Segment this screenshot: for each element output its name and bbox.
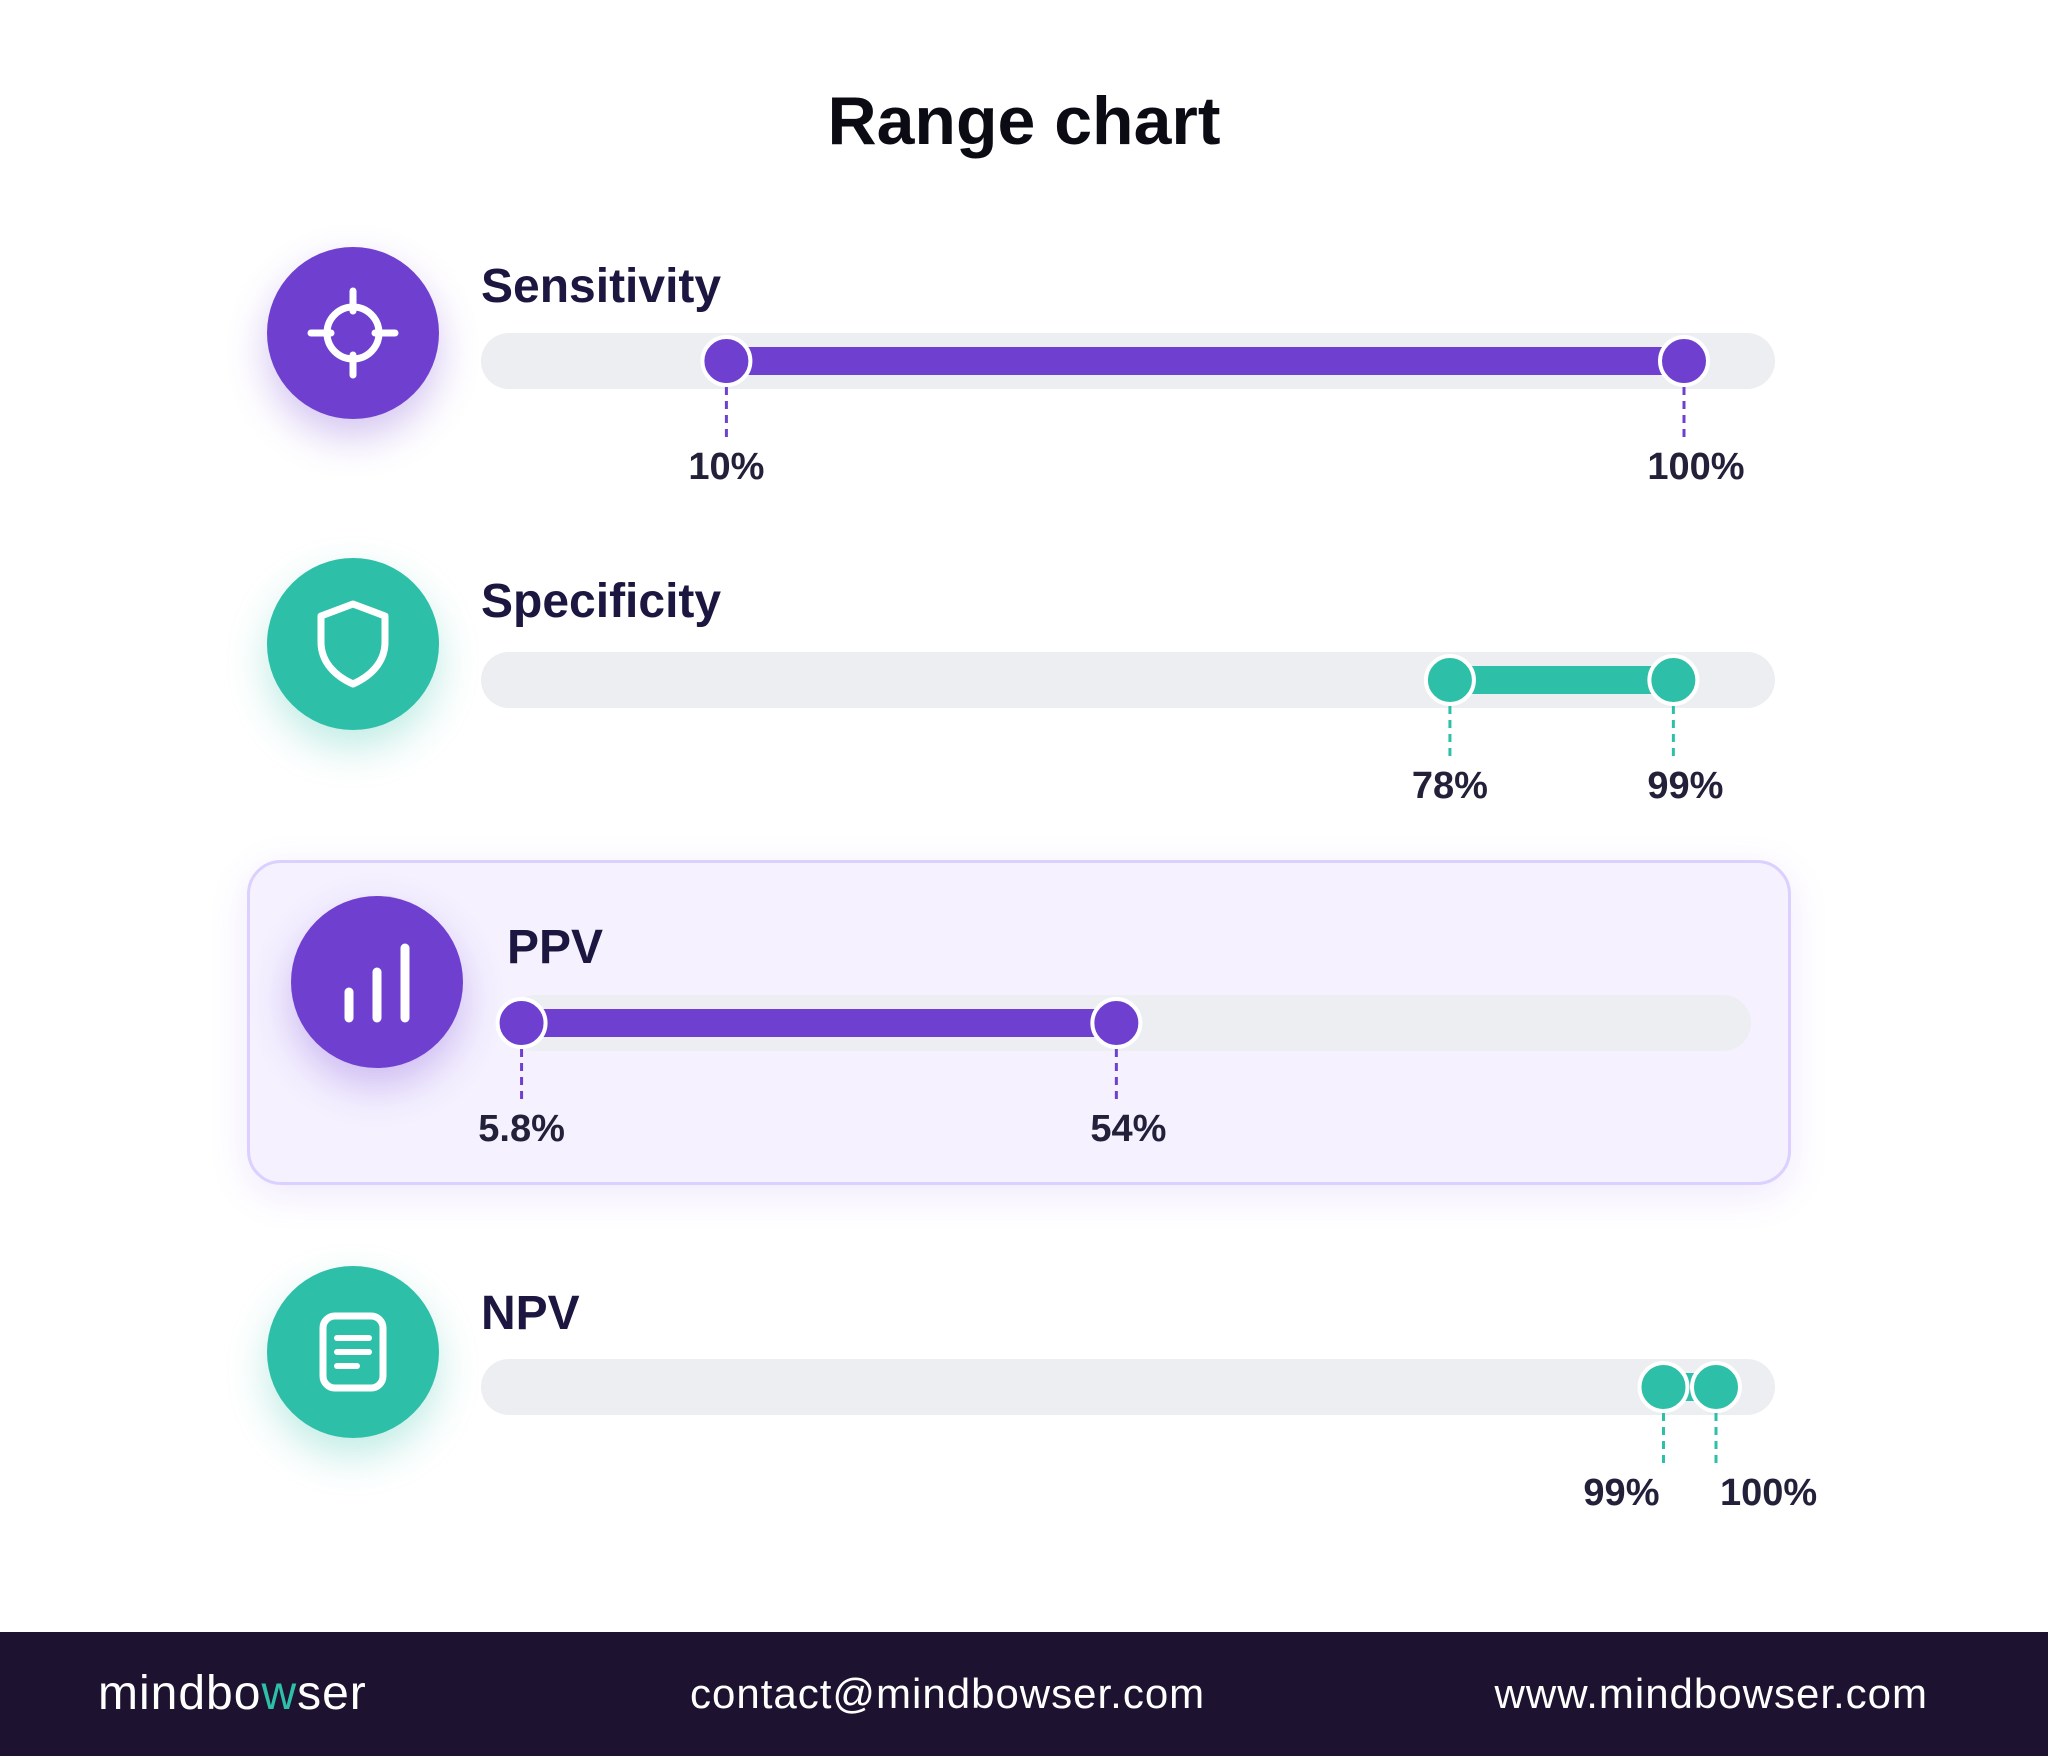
footer: mindbowser contact@mindbowser.com www.mi… (0, 1632, 2048, 1756)
document-icon (319, 1312, 387, 1392)
sensitivity-high-handle (1658, 335, 1710, 387)
ppv-high-label: 54% (1090, 1108, 1166, 1150)
sensitivity-range-plot: 10% 100% (481, 333, 1775, 488)
crosshair-icon (307, 287, 399, 379)
specificity-label: Specificity (481, 575, 722, 628)
footer-email[interactable]: contact@mindbowser.com (690, 1670, 1206, 1717)
npv-high-handle (1690, 1361, 1742, 1413)
ppv-high-handle (1090, 997, 1143, 1049)
specificity-high-handle (1647, 654, 1700, 706)
page-title: Range chart (827, 83, 1221, 159)
range-row-specificity: Specificity 78% 99% (0, 558, 2048, 858)
npv-high-label: 100% (1720, 1472, 1817, 1514)
specificity-low-handle (1423, 654, 1476, 706)
range-row-npv: NPV 99% 100% (0, 1266, 2048, 1566)
npv-icon-circle (267, 1266, 439, 1438)
bar-chart-icon (344, 943, 410, 1023)
sensitivity-label: Sensitivity (481, 260, 722, 313)
shield-icon (317, 600, 389, 688)
ppv-low-label: 5.8% (478, 1108, 565, 1150)
specificity-high-label: 99% (1647, 765, 1723, 807)
sensitivity-high-label: 100% (1647, 446, 1744, 488)
sensitivity-low-handle (700, 335, 753, 387)
ppv-range-bar (521, 1009, 1117, 1037)
ppv-range-plot: 5.8% 54% (478, 995, 1751, 1150)
sensitivity-icon-circle (267, 247, 439, 419)
npv-label: NPV (481, 1287, 580, 1340)
specificity-range-plot: 78% 99% (481, 652, 1775, 807)
range-row-ppv: PPV 5.8% 54% (0, 860, 2048, 1185)
footer-website[interactable]: www.mindbowser.com (1494, 1670, 1928, 1717)
ppv-label: PPV (507, 921, 604, 974)
ppv-icon-circle (291, 896, 463, 1068)
range-row-sensitivity: Sensitivity 10% 100% (0, 245, 2048, 545)
specificity-range-bar (1449, 666, 1674, 694)
sensitivity-range-bar (726, 347, 1684, 375)
npv-track (481, 1359, 1775, 1415)
specificity-low-label: 78% (1412, 765, 1488, 807)
npv-low-handle (1637, 1361, 1690, 1413)
ppv-low-handle (495, 997, 548, 1049)
npv-low-label: 99% (1583, 1472, 1659, 1514)
npv-range-plot: 99% 100% (481, 1359, 1817, 1514)
sensitivity-low-label: 10% (688, 446, 764, 488)
brand-logo: mindbowser (98, 1667, 367, 1720)
specificity-icon-circle (267, 558, 439, 730)
